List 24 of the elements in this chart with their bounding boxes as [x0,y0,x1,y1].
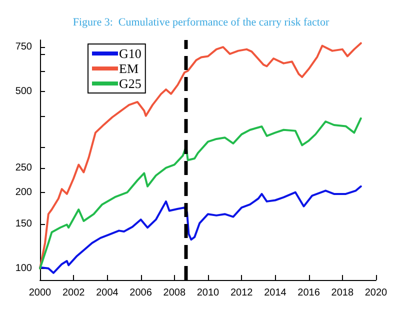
line-series [39,117,362,270]
x-tick-label: 2012 [230,288,254,298]
x-tick-label: 2000 [28,288,52,298]
y-tick-label: 750 [15,42,32,53]
chart-title: Figure 3: Cumulative performance of the carry risk factor [72,16,330,28]
line-series [39,185,362,274]
x-tick-label: 2018 [331,288,354,298]
legend-label: G10 [119,46,142,61]
x-tick-label: 2010 [196,288,220,298]
y-tick-label: 250 [15,162,32,174]
y-tick-label: 500 [15,86,32,98]
x-tick-label: 2006 [130,288,152,298]
x-tick-label: 2020 [364,288,388,298]
legend-label: EM [119,61,139,76]
legend-label: G25 [119,76,142,91]
x-tick-label: 2002 [62,288,86,298]
x-tick-label: 2004 [96,288,119,298]
x-tick-label: 2014 [264,288,287,298]
x-tick-label: 2008 [163,288,186,298]
line-series [39,42,362,270]
y-tick-label: 200 [15,186,32,198]
y-tick-label: 150 [15,218,32,230]
x-tick-label: 2016 [298,288,320,298]
y-tick-label: 100 [15,262,32,274]
